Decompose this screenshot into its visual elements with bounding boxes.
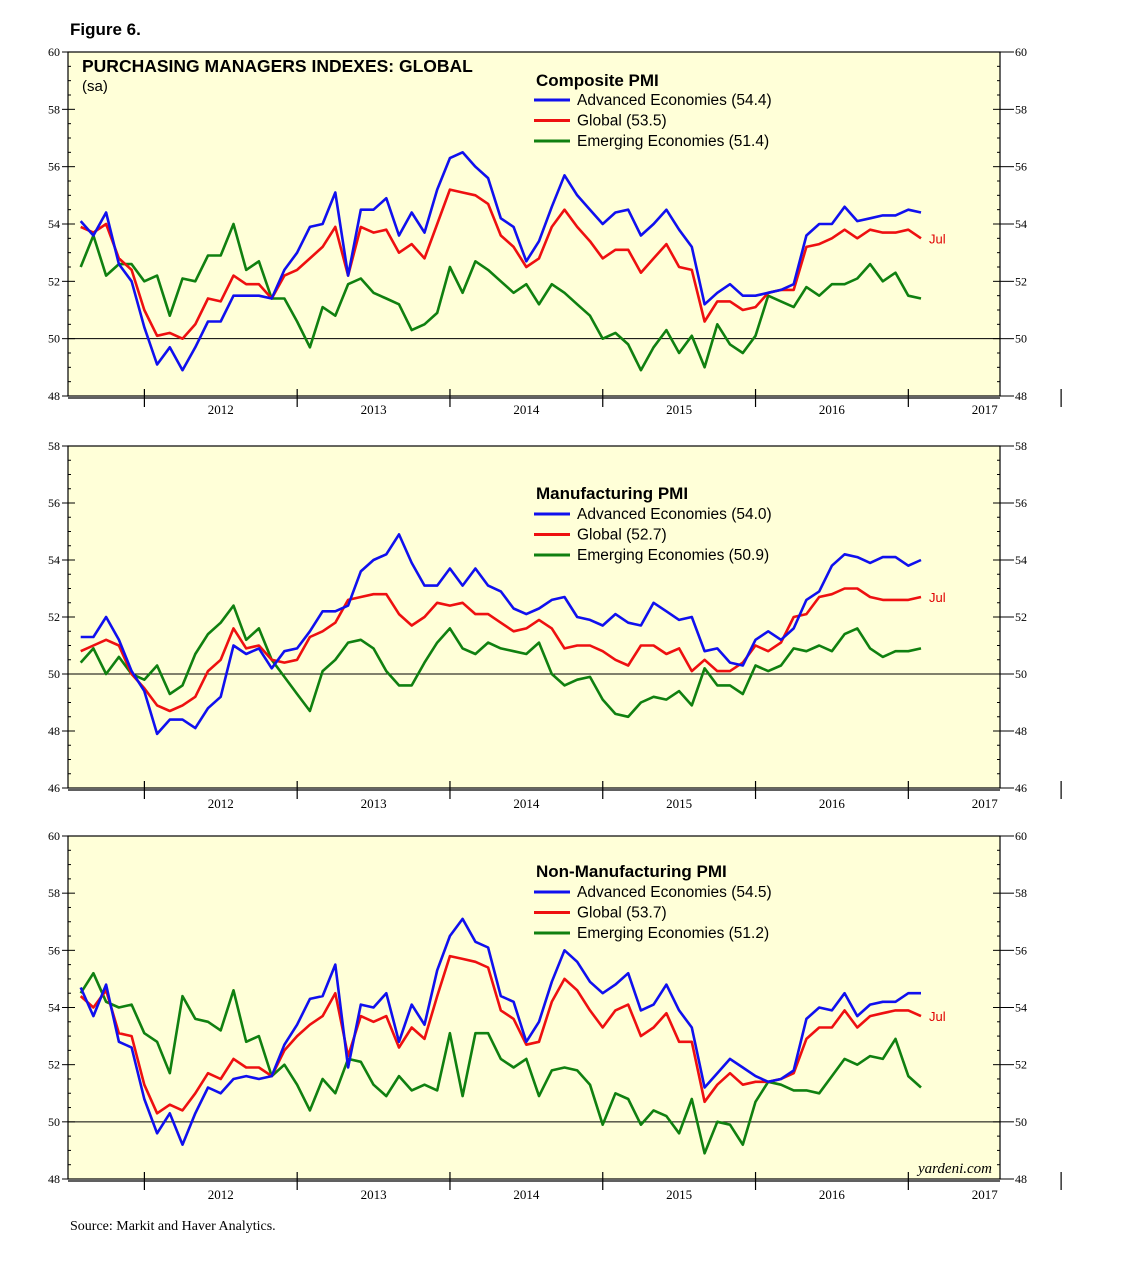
y-tick-label-right: 60 xyxy=(1015,829,1027,843)
series-line-advanced xyxy=(79,151,922,372)
y-tick-label-left: 46 xyxy=(48,781,60,795)
y-tick-label-right: 52 xyxy=(1015,610,1027,624)
source-note: Source: Markit and Haver Analytics. xyxy=(70,1219,276,1234)
x-tick-label: 2012 xyxy=(208,1187,234,1202)
plot-area xyxy=(67,835,1001,1180)
legend-label-emerging: Emerging Economies (51.2) xyxy=(577,925,769,942)
legend-label-global: Global (53.7) xyxy=(577,905,667,922)
x-tick-label: 2017 xyxy=(972,402,999,417)
x-tick-label: 2012 xyxy=(208,402,234,417)
plot-area xyxy=(67,445,1001,789)
subtitle: (sa) xyxy=(82,78,108,95)
x-tick-label: 2014 xyxy=(513,796,540,811)
chart-panel-2: 46 46 48 48 50 50 52 52 54 54 56 56 58 58 2012 2013 2014… xyxy=(48,439,1062,811)
y-tick-label-right: 56 xyxy=(1015,160,1027,174)
x-tick-label: 2013 xyxy=(361,796,387,811)
y-tick-label-right: 50 xyxy=(1015,332,1027,346)
y-tick-label-left: 52 xyxy=(48,274,60,288)
y-tick-label-left: 56 xyxy=(48,496,60,510)
end-month-label: Jul xyxy=(929,1009,946,1024)
y-tick-label-left: 48 xyxy=(48,1172,60,1186)
chart-panel-1: 48 48 50 50 52 52 54 54 56 56 58 58 60 60 2012 2013 2014… xyxy=(48,45,1062,417)
x-tick-label: 2016 xyxy=(819,796,846,811)
legend-label-advanced: Advanced Economies (54.5) xyxy=(577,884,772,901)
y-tick-label-left: 54 xyxy=(48,553,60,567)
series-line-emerging xyxy=(79,604,922,719)
x-tick-label: 2014 xyxy=(513,1187,540,1202)
y-tick-label-left: 56 xyxy=(48,160,60,174)
legend-label-global: Global (53.5) xyxy=(577,113,667,130)
y-tick-label-right: 50 xyxy=(1015,1115,1027,1129)
y-tick-label-right: 54 xyxy=(1015,1001,1027,1015)
x-tick-label: 2015 xyxy=(666,1187,692,1202)
x-tick-label: 2017 xyxy=(972,796,999,811)
x-tick-label: 2017 xyxy=(972,1187,999,1202)
end-month-label: Jul xyxy=(929,231,946,246)
credit-label: yardeni.com xyxy=(916,1161,992,1177)
x-tick-label: 2016 xyxy=(819,402,846,417)
chart-title: Non-Manufacturing PMI xyxy=(536,862,727,881)
y-tick-label-right: 50 xyxy=(1015,667,1027,681)
x-tick-label: 2013 xyxy=(361,1187,387,1202)
x-tick-label: 2015 xyxy=(666,402,692,417)
y-tick-label-left: 60 xyxy=(48,45,60,59)
y-tick-label-right: 46 xyxy=(1015,781,1027,795)
y-tick-label-left: 52 xyxy=(48,610,60,624)
x-tick-label: 2014 xyxy=(513,402,540,417)
y-tick-label-left: 58 xyxy=(48,102,60,116)
series-line-advanced xyxy=(80,533,922,736)
y-tick-label-left: 60 xyxy=(48,829,60,843)
y-tick-label-right: 56 xyxy=(1015,943,1027,957)
y-tick-label-right: 54 xyxy=(1015,553,1027,567)
chart-panel-3: 48 48 50 50 52 52 54 54 56 56 58 58 60 60 2012 2013 2014… xyxy=(48,829,1062,1202)
legend-label-emerging: Emerging Economies (51.4) xyxy=(577,133,769,150)
series-line-emerging xyxy=(79,222,922,372)
y-tick-label-left: 56 xyxy=(48,943,60,957)
y-tick-label-left: 48 xyxy=(48,389,60,403)
x-tick-label: 2013 xyxy=(361,402,387,417)
y-tick-label-right: 58 xyxy=(1015,439,1027,453)
y-tick-label-right: 54 xyxy=(1015,217,1027,231)
y-tick-label-right: 52 xyxy=(1015,274,1027,288)
y-tick-label-left: 48 xyxy=(48,724,60,738)
y-tick-label-left: 54 xyxy=(48,217,60,231)
y-tick-label-right: 60 xyxy=(1015,45,1027,59)
y-tick-label-left: 50 xyxy=(48,1115,60,1129)
end-month-label: Jul xyxy=(929,590,946,605)
y-tick-label-left: 50 xyxy=(48,332,60,346)
y-tick-label-right: 48 xyxy=(1015,1172,1027,1186)
x-tick-label: 2012 xyxy=(208,796,234,811)
y-tick-label-left: 54 xyxy=(48,1001,60,1015)
chart-title: Manufacturing PMI xyxy=(536,484,688,503)
y-tick-label-right: 48 xyxy=(1015,724,1027,738)
legend-label-advanced: Advanced Economies (54.4) xyxy=(577,92,772,109)
y-tick-label-left: 58 xyxy=(48,439,60,453)
chart-title: Composite PMI xyxy=(536,71,659,90)
y-tick-label-left: 52 xyxy=(48,1058,60,1072)
y-tick-label-right: 58 xyxy=(1015,886,1027,900)
legend-label-advanced: Advanced Economies (54.0) xyxy=(577,506,772,523)
x-tick-label: 2016 xyxy=(819,1187,846,1202)
series-line-global xyxy=(80,587,922,713)
legend-label-global: Global (52.7) xyxy=(577,527,667,544)
series-line-emerging xyxy=(79,971,922,1155)
y-tick-label-right: 58 xyxy=(1015,102,1027,116)
legend-label-emerging: Emerging Economies (50.9) xyxy=(577,547,769,564)
series-line-advanced xyxy=(79,917,921,1146)
y-tick-label-right: 52 xyxy=(1015,1058,1027,1072)
plot-area xyxy=(67,51,1001,397)
y-tick-label-right: 48 xyxy=(1015,389,1027,403)
main-title: PURCHASING MANAGERS INDEXES: GLOBAL xyxy=(82,56,473,76)
figure-label: Figure 6. xyxy=(70,20,141,39)
y-tick-label-left: 58 xyxy=(48,886,60,900)
y-tick-label-right: 56 xyxy=(1015,496,1027,510)
y-tick-label-left: 50 xyxy=(48,667,60,681)
x-tick-label: 2015 xyxy=(666,796,692,811)
